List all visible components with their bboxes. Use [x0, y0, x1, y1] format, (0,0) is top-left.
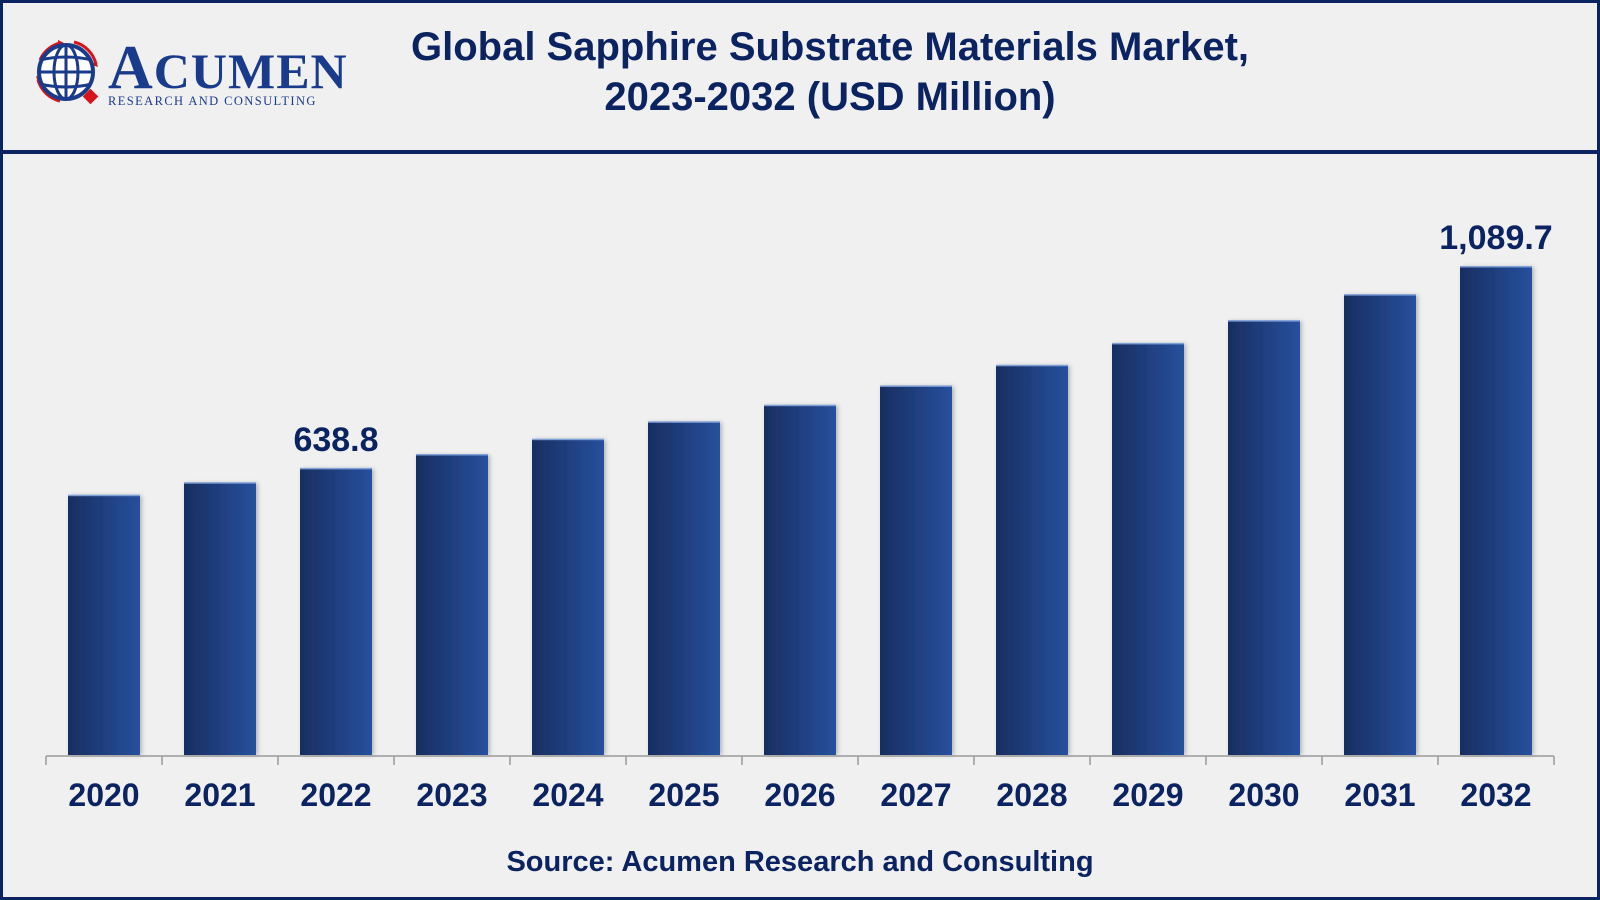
bar-2028	[996, 365, 1068, 755]
bar-highlight-2027	[880, 385, 952, 387]
bar-2031	[1344, 295, 1416, 755]
source-note: Source: Acumen Research and Consulting	[506, 846, 1094, 878]
x-tick-label-2027: 2027	[880, 777, 951, 813]
brand-initial: A	[108, 34, 154, 102]
bar-2030	[1228, 321, 1300, 755]
data-labels: 638.8 1,089.7	[293, 219, 1552, 459]
bar-highlight-2028	[996, 364, 1068, 367]
acumen-logo: ACUMEN RESEARCH AND CONSULTING	[30, 36, 347, 112]
chart-title: Global Sapphire Substrate Materials Mark…	[330, 22, 1330, 122]
bar-highlight-2029	[1112, 342, 1184, 345]
bar-2025	[648, 422, 720, 755]
x-tick-label-2030: 2030	[1228, 777, 1299, 813]
brand-rest: CUMEN	[153, 43, 348, 99]
bars-group	[68, 266, 1532, 755]
bar-2021	[184, 483, 256, 755]
brand-tagline: RESEARCH AND CONSULTING	[108, 94, 317, 108]
bar-highlight-2021	[184, 482, 256, 484]
x-tick-label-2023: 2023	[416, 777, 487, 813]
bar-2032	[1460, 267, 1532, 755]
x-tick-labels: 2020 2021 2022 2023 2024 2025 2026 2027 2028 2029…	[68, 777, 1531, 813]
bar-highlight-2026	[764, 404, 836, 407]
globe-icon	[36, 40, 99, 105]
x-tick-label-2022: 2022	[300, 777, 371, 813]
x-tick-label-2031: 2031	[1344, 777, 1415, 813]
x-tick-label-2026: 2026	[764, 777, 835, 813]
chart-title-line2: 2023-2032 (USD Million)	[604, 75, 1056, 119]
data-label-2032: 1,089.7	[1439, 219, 1552, 257]
x-tick-label-2025: 2025	[648, 777, 719, 813]
bar-highlight-2025	[648, 421, 720, 423]
bar-highlight-2020	[68, 494, 140, 497]
x-tick-label-2032: 2032	[1460, 777, 1531, 813]
bar-2020	[68, 495, 140, 755]
x-tick-label-2028: 2028	[996, 777, 1067, 813]
bar-highlight-2022	[300, 467, 372, 470]
chart-title-line1: Global Sapphire Substrate Materials Mark…	[410, 25, 1250, 69]
bar-2026	[764, 405, 836, 755]
bar-highlight-2030	[1228, 320, 1300, 322]
x-tick-label-2029: 2029	[1112, 777, 1183, 813]
x-axis	[45, 755, 1555, 765]
x-tick-label-2021: 2021	[184, 777, 255, 813]
bar-highlight-2032	[1460, 266, 1532, 268]
bar-2027	[880, 386, 952, 755]
bar-highlight-2024	[532, 438, 604, 441]
bar-2022	[300, 468, 372, 755]
bar-highlight-2023	[416, 454, 488, 456]
brand-name: ACUMEN	[108, 37, 348, 101]
x-tick-label-2024: 2024	[532, 777, 603, 813]
bar-2024	[532, 439, 604, 755]
data-label-2022: 638.8	[293, 421, 378, 459]
bar-2023	[416, 455, 488, 755]
bar-2029	[1112, 343, 1184, 755]
bar-highlight-2031	[1344, 294, 1416, 296]
header-divider	[0, 150, 1600, 154]
x-tick-label-2020: 2020	[68, 777, 139, 813]
